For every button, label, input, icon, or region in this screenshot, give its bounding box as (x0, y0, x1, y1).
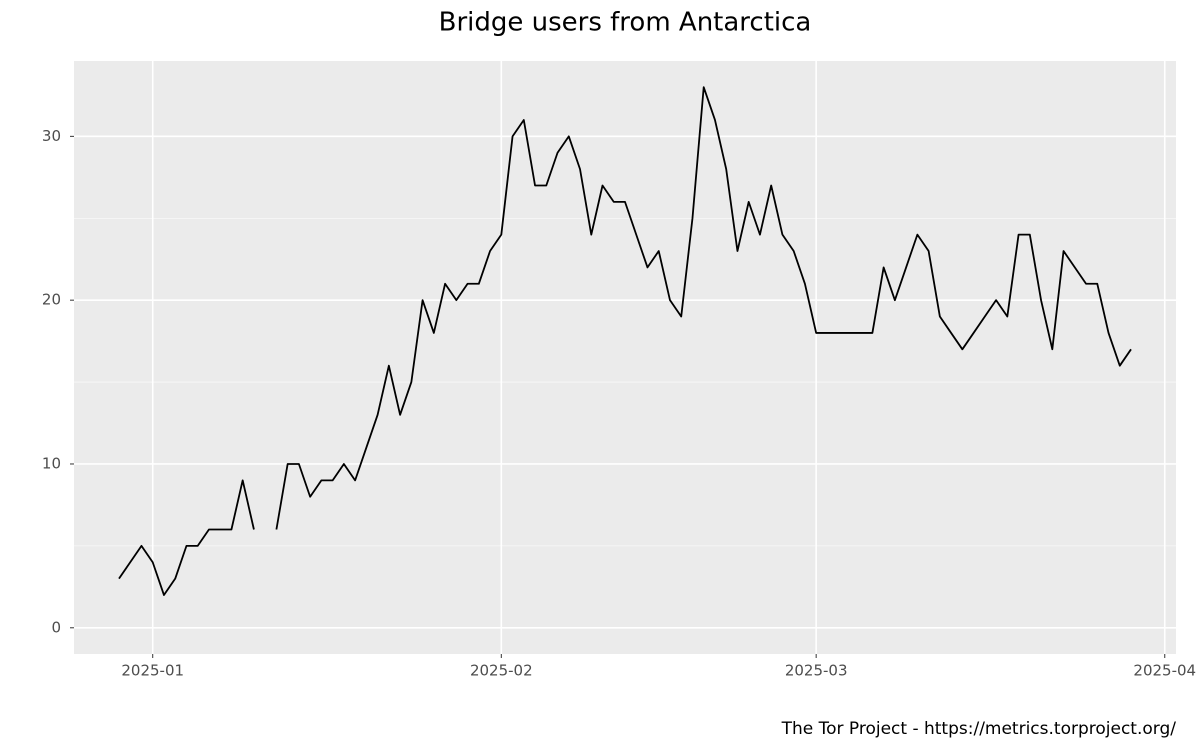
y-tick-label: 30 (42, 127, 61, 145)
y-tick-label: 10 (42, 454, 61, 472)
plot-panel (74, 61, 1176, 654)
x-tick-label: 2025-01 (121, 662, 184, 680)
y-tick-label: 0 (51, 618, 61, 636)
x-tick-label: 2025-02 (470, 662, 533, 680)
chart-title: Bridge users from Antarctica (439, 8, 812, 38)
y-tick-label: 20 (42, 291, 61, 309)
x-tick-label: 2025-04 (1133, 662, 1196, 680)
caption: The Tor Project - https://metrics.torpro… (781, 719, 1177, 739)
line (118, 86, 1132, 596)
x-tick-label: 2025-03 (785, 662, 848, 680)
